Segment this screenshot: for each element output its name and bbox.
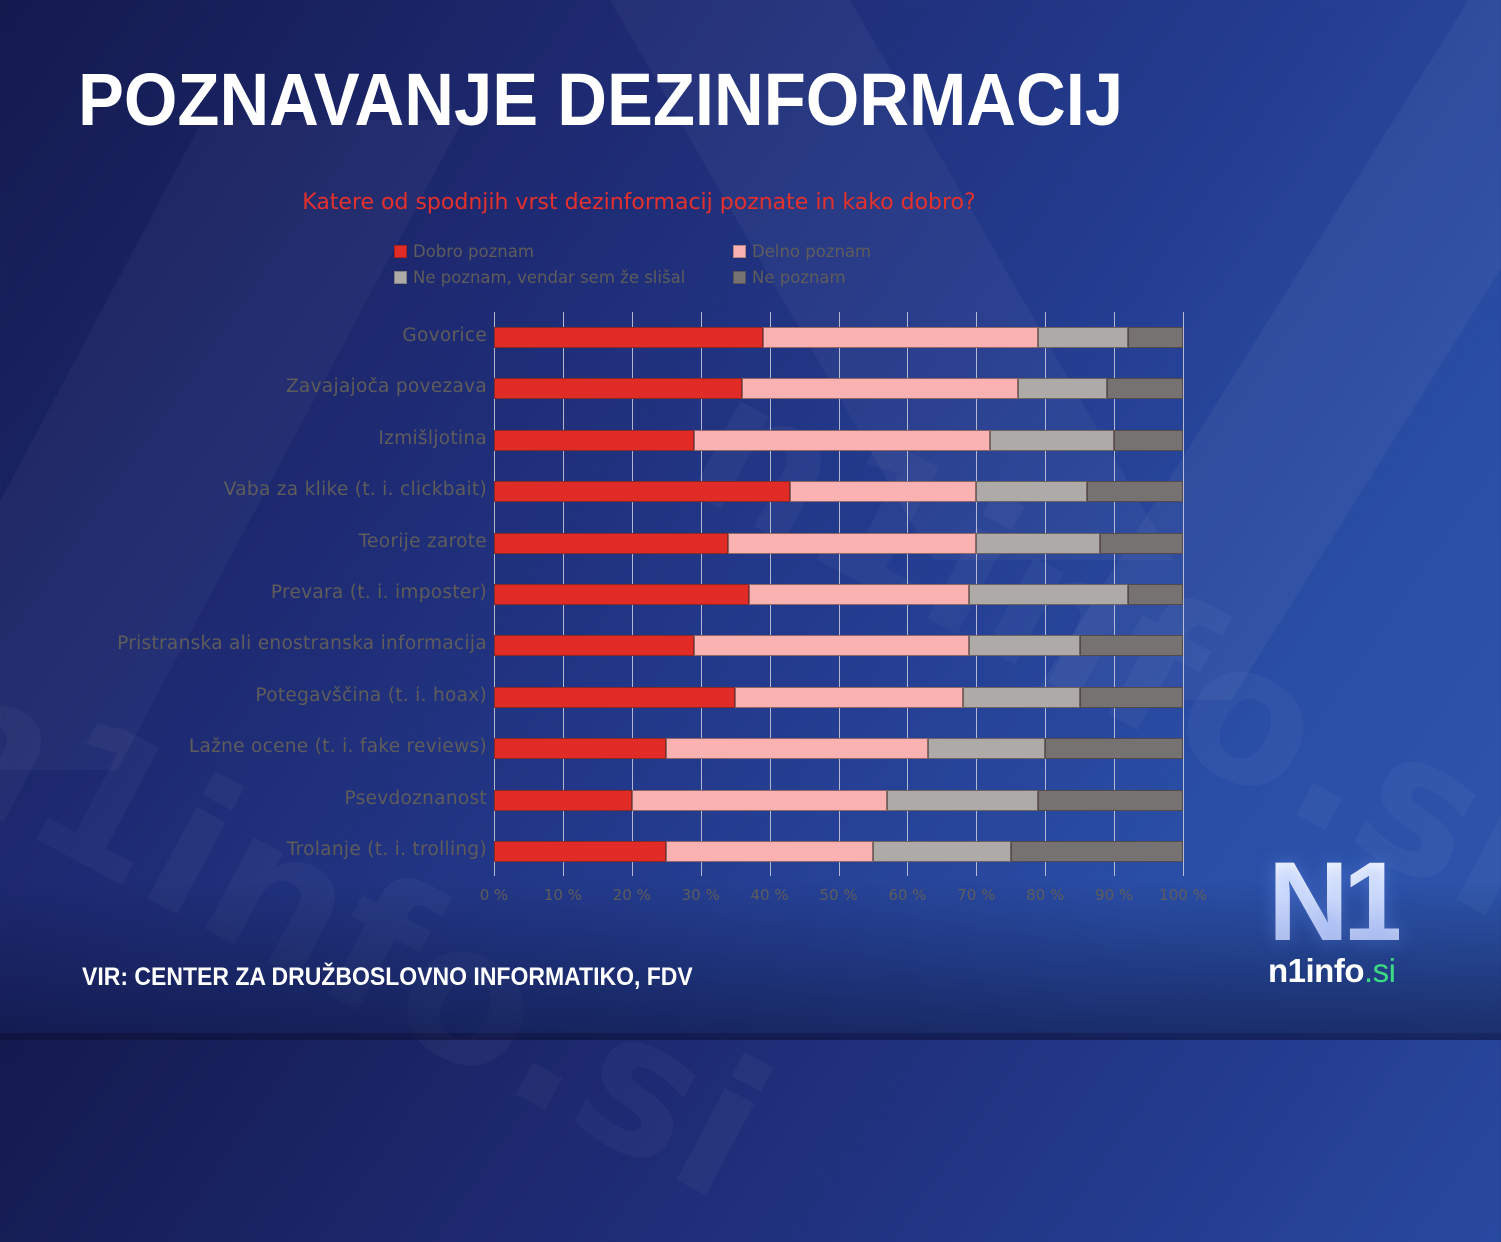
bar-segment [693,635,970,657]
bar-segment [1086,481,1183,503]
n1-logo: N1 n1info.si [1262,839,1422,992]
legend-label: Ne poznam, vendar sem že slišal [413,268,686,287]
bar-segment [1079,686,1183,708]
category-label: Pristranska ali enostranska informacija [117,633,487,655]
bar-row [494,841,1183,862]
bar-row [494,378,1183,400]
x-axis-tick-label: 50 % [819,886,858,904]
bar-segment [735,686,963,708]
bar-segment [872,841,1011,862]
bar-segment [1107,378,1183,400]
bar-segment [1045,738,1183,760]
bar-segment [762,327,1039,348]
x-axis-tick-label: 60 % [888,886,927,904]
category-label: Lažne ocene (t. i. fake reviews) [188,736,487,758]
legend-swatch [394,245,407,258]
bar-segment [1127,327,1183,348]
bar-segment [494,584,749,605]
bar-row [494,481,1183,503]
bar-segment [962,686,1080,708]
bar-segment [886,789,1039,811]
bar-segment [742,378,1018,400]
logo-mark: N1 [1268,839,1405,964]
category-label: Potegavščina (t. i. hoax) [255,684,487,706]
bar-segment [1114,429,1183,451]
bar-segment [693,429,991,451]
bar-row [494,584,1183,605]
bar-segment [1038,327,1128,348]
legend-label: Delno poznam [752,242,872,261]
category-label: Trolanje (t. i. trolling) [286,839,487,860]
bar-segment [990,429,1115,451]
legend-item: Ne poznam [733,268,846,287]
page-title: POZNAVANJE DEZINFORMACIJ [78,58,1124,141]
bar-segment [494,378,743,400]
bar-row [494,686,1183,708]
bar-segment [1017,378,1108,400]
chart-title: Katere od spodnjih vrst dezinformacij po… [302,190,976,215]
bar-segment [976,532,1101,554]
bar-row [494,789,1183,811]
legend-item: Dobro poznam [394,242,534,261]
x-axis-tick-label: 70 % [957,886,996,904]
bar-segment [494,789,632,811]
bar-segment [928,738,1046,760]
x-axis-tick-label: 40 % [750,886,789,904]
stacked-bar-chart: 0 % 10 % 20 % 30 % 40 % 50 % 60 % 70 % 80 % 90 % 1… [117,312,1207,904]
x-axis-tick-label: 0 % [479,886,509,904]
bar-segment [494,532,729,554]
bar-segment [666,738,929,760]
category-label: Psevdoznanost [344,787,487,809]
logo-tld: .si [1363,952,1396,989]
bar-segment [494,635,694,657]
bar-segment [494,841,667,862]
x-axis-tick-label: 100 % [1159,886,1207,904]
logo-site-name: n1info [1268,952,1364,989]
bar-segment [666,841,873,862]
category-label: Izmišljotina [378,427,487,449]
bar-segment [969,584,1128,605]
bar-segment [1038,789,1183,811]
category-label: Govorice [402,325,487,346]
x-axis-tick-label: 10 % [543,886,582,904]
category-label: Zavajajoča povezava [285,376,487,398]
legend-swatch [733,271,746,284]
bar-row [494,532,1183,554]
category-label: Vaba za klike (t. i. clickbait) [223,479,487,501]
bar-segment [790,481,977,503]
source-credit: VIR: CENTER ZA DRUŽBOSLOVNO INFORMATIKO,… [82,963,693,991]
bar-segment [1010,841,1183,862]
x-axis-tick-label: 90 % [1095,886,1134,904]
bar-segment [728,532,977,554]
legend-label: Dobro poznam [413,242,534,261]
bar-row [494,429,1183,451]
legend-label: Ne poznam [752,268,846,287]
bar-row [494,738,1183,760]
legend-item: Ne poznam, vendar sem že slišal [394,268,685,287]
bar-segment [1079,635,1183,657]
category-label: Prevara (t. i. imposter) [270,582,487,603]
bar-segment [494,686,736,708]
bar-segment [1100,532,1183,554]
legend-item: Delno poznam [733,242,871,261]
bar-row [494,327,1183,348]
logo-site-text: n1info.si [1268,952,1396,990]
bar-segment [1127,584,1183,605]
bar-row [494,635,1183,657]
bar-segment [494,738,667,760]
bar-segment [976,481,1087,503]
bar-segment [748,584,970,605]
bar-segment [494,327,763,348]
bar-segment [494,429,694,451]
bar-segment [494,481,791,503]
x-axis-tick-label: 20 % [612,886,651,904]
bar-segment [631,789,887,811]
x-axis-tick-label: 30 % [681,886,720,904]
category-label: Teorije zarote [358,530,487,552]
legend-swatch [394,271,407,284]
bar-segment [969,635,1080,657]
x-axis-tick-label: 80 % [1026,886,1065,904]
legend-swatch [733,245,746,258]
gridline [1183,312,1184,876]
